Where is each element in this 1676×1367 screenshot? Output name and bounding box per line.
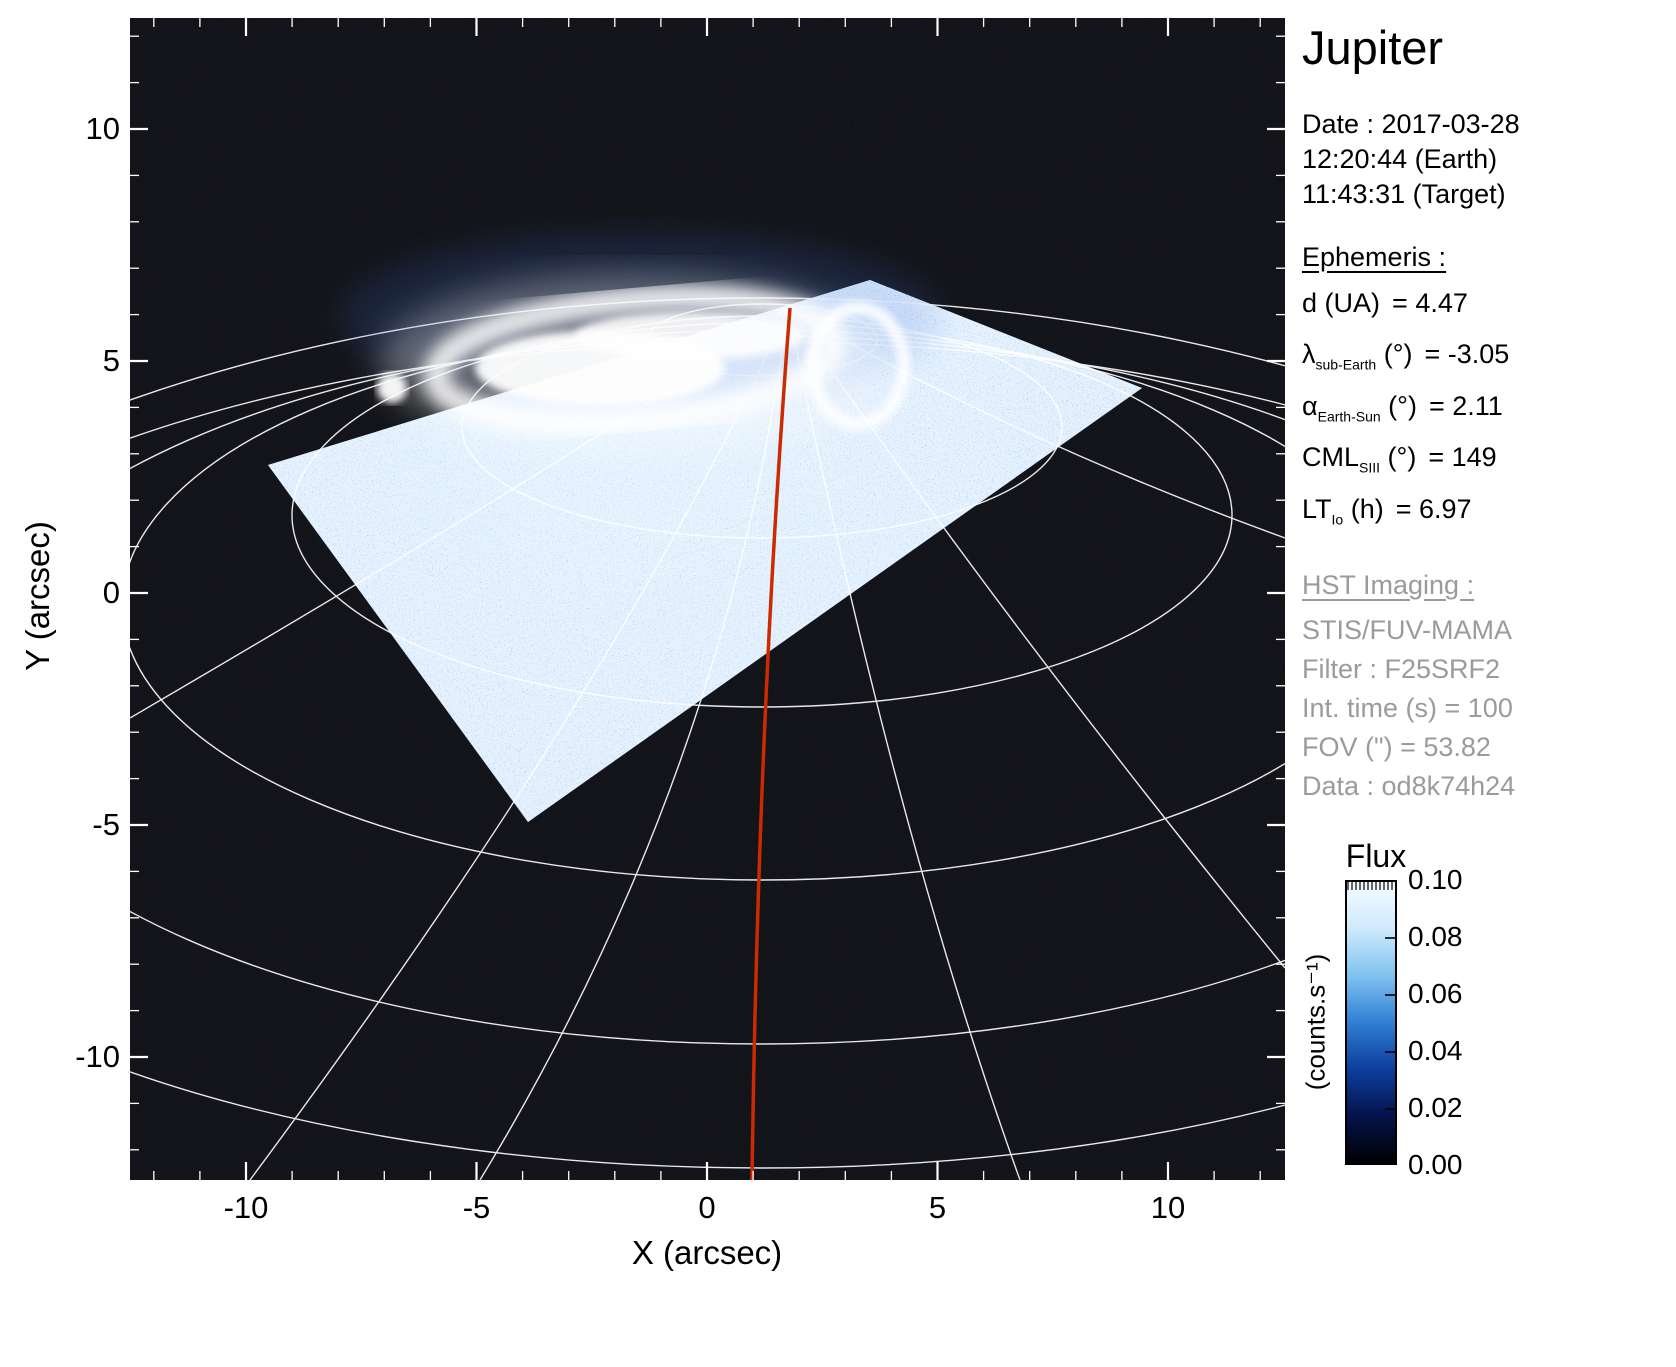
observation-date: Date : 2017-03-28 (1302, 109, 1520, 139)
y-tick-label: 10 (85, 111, 120, 146)
colorbar-title: Flux (1345, 838, 1407, 874)
hst-filter: Filter : F25SRF2 (1302, 653, 1501, 684)
colorbar-tick-mark (1385, 1108, 1397, 1110)
colorbar-minor-tick (1395, 882, 1397, 890)
observation-earth-time: 12:20:44 (Earth) (1302, 144, 1498, 174)
ephemeris-row-subearth-lat: λsub-Earth (°) = -3.05 (1302, 334, 1674, 385)
ephemeris-row-cml: CMLSIII (°) = 149 (1302, 437, 1674, 488)
hst-imaging-heading: HST Imaging : (1302, 569, 1475, 600)
x-tick-label: 10 (1150, 1190, 1186, 1225)
colorbar-unit-label: (counts.s⁻¹) (1300, 953, 1331, 1091)
colorbar-tick-mark (1385, 880, 1397, 882)
x-tick-label: 5 (928, 1190, 947, 1225)
colorbar-tick-mark (1385, 994, 1397, 996)
plot-area (130, 18, 1285, 1180)
colorbar-tick-label: 0.08 (1408, 921, 1463, 952)
colorbar-minor-tick (1355, 882, 1357, 890)
colorbar-minor-tick (1391, 882, 1393, 890)
hst-int-time: Int. time (s) = 100 (1302, 692, 1513, 723)
aurora-emission (340, 233, 940, 453)
x-tick-label: -10 (223, 1190, 269, 1225)
colorbar-minor-tick (1379, 882, 1381, 890)
ephemeris-quantity: CMLSIII (°) (1302, 442, 1417, 476)
y-tick-label: -5 (92, 807, 120, 842)
ephemeris-value: = 2.11 (1428, 390, 1503, 421)
figure-title: Jupiter (1302, 21, 1444, 74)
colorbar-minor-tick (1375, 882, 1377, 890)
colorbar-minor-tick (1347, 882, 1349, 890)
y-tick-label: 5 (102, 343, 120, 378)
hst-fov: FOV (") = 53.82 (1302, 731, 1491, 762)
colorbar-tick-mark (1385, 1051, 1397, 1053)
ephemeris-quantity: LTIo (h) (1302, 493, 1384, 527)
y-tick-label: 0 (102, 575, 120, 610)
axis-tick-marks (130, 18, 1285, 1180)
ephemeris-quantity: d (UA) (1302, 288, 1381, 318)
colorbar-tick-label: 0.02 (1408, 1092, 1463, 1123)
ephemeris-value: = 6.97 (1395, 493, 1472, 524)
ephemeris-value: = 4.47 (1392, 288, 1468, 318)
observation-target-time: 11:43:31 (Target) (1302, 179, 1506, 209)
colorbar-minor-tick (1359, 882, 1361, 890)
jupiter-fuv-image (130, 18, 1285, 1180)
ephemeris-quantity: αEarth-Sun (°) (1302, 390, 1417, 425)
colorbar-minor-tick (1363, 882, 1365, 890)
info-panel: Jupiter Date : 2017-03-28 12:20:44 (Eart… (1302, 20, 1674, 806)
colorbar-tick-label: 0.06 (1408, 978, 1463, 1009)
hst-instrument: STIS/FUV-MAMA (1302, 614, 1513, 645)
colorbar-minor-tick (1351, 882, 1353, 890)
ephemeris-row-distance: d (UA) = 4.47 (1302, 283, 1674, 334)
y-tick-label: -10 (75, 1039, 120, 1074)
colorbar-gradient (1345, 880, 1397, 1165)
ephemeris-row-phase-angle: αEarth-Sun (°) = 2.11 (1302, 386, 1674, 437)
ephemeris-row-io-localtime: LTIo (h) = 6.97 (1302, 489, 1674, 540)
hst-data-id: Data : od8k74h24 (1302, 770, 1516, 801)
ephemeris-value: = 149 (1428, 442, 1497, 473)
colorbar-tick-label: 0.04 (1408, 1035, 1463, 1066)
ephemeris-value: = -3.05 (1424, 339, 1510, 370)
colorbar-tick-mark (1385, 1163, 1397, 1165)
colorbar-minor-tick (1387, 882, 1389, 890)
ephemeris-quantity: λsub-Earth (°) (1302, 339, 1413, 373)
colorbar-minor-tick (1371, 882, 1373, 890)
x-axis-label: X (arcsec) (631, 1234, 783, 1271)
colorbar-tick-label: 0.10 (1408, 864, 1463, 895)
colorbar-tick-mark (1385, 937, 1397, 939)
x-tick-label: 0 (698, 1190, 716, 1225)
ephemeris-heading: Ephemeris : (1302, 242, 1447, 272)
x-tick-label: -5 (462, 1190, 491, 1225)
colorbar-minor-tick (1383, 882, 1385, 890)
colorbar-tick-label: 0.00 (1408, 1149, 1463, 1180)
cml-meridian-line (750, 307, 792, 1180)
colorbar-minor-tick (1367, 882, 1369, 890)
